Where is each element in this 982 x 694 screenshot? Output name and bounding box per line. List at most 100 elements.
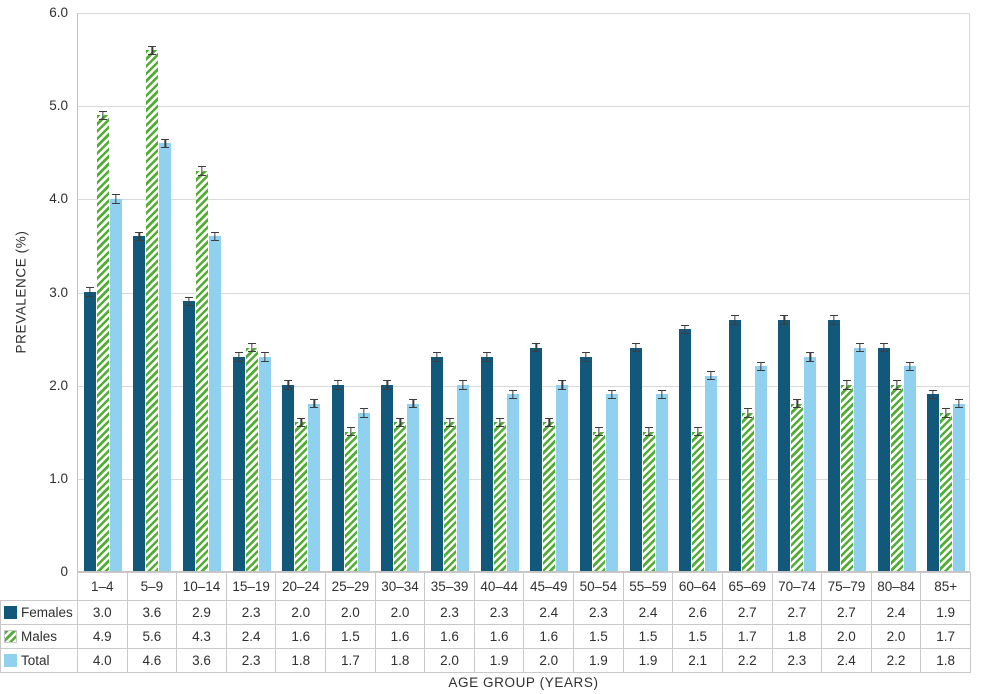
- error-bar: [842, 380, 851, 390]
- table-header-row: 1–4 5–9 10–14 15–19 20–24 25–29 30–34 35–39 40–4…: [0, 572, 971, 601]
- error-bar: [185, 296, 194, 306]
- males-bar: [493, 417, 506, 571]
- table-corner-cell: [0, 572, 78, 601]
- age-group-header: 40–44: [473, 572, 525, 601]
- error-bar: [558, 380, 567, 390]
- gridline: [78, 199, 969, 201]
- table-value-cell: 3.0: [77, 600, 128, 625]
- error-bar-line: [313, 399, 315, 408]
- table-value-cell: 1.8: [920, 648, 971, 673]
- table-value-cell: 2.4: [225, 624, 277, 649]
- table-value-cell: 1.6: [374, 624, 426, 649]
- males-bar: [840, 380, 853, 571]
- table-value-cell: 2.1: [672, 648, 723, 673]
- age-group-header: 65–69: [721, 572, 773, 601]
- error-bar: [942, 408, 951, 418]
- age-group-header: 75–79: [821, 572, 872, 601]
- error-bar-line: [287, 381, 289, 389]
- error-bar: [793, 398, 802, 409]
- females-bar: [133, 231, 146, 571]
- error-bar: [707, 371, 716, 381]
- males-bar: [96, 110, 109, 571]
- bar-group-85+: [921, 13, 971, 571]
- error-bar-line: [386, 381, 389, 389]
- error-bar-line: [151, 46, 154, 54]
- females-bar: [579, 352, 592, 571]
- series-row-females: Females 3.0 3.6 2.9 2.3 2.0 2.0 2.0 2.3 2.3 2.4 2.3…: [0, 600, 971, 625]
- error-bar-line: [945, 409, 947, 417]
- error-bar-line: [363, 409, 365, 417]
- data-table: 1–4 5–9 10–14 15–19 20–24 25–29 30–34 35–39 40–4…: [0, 572, 971, 673]
- table-value-cell: 2.4: [523, 600, 575, 625]
- total-bar: [655, 389, 668, 571]
- x-axis-title: AGE GROUP (YEARS): [448, 675, 599, 690]
- series-label-males: Males: [0, 624, 78, 649]
- error-bar: [730, 315, 739, 325]
- total-bar: [407, 398, 420, 571]
- error-bar: [594, 426, 603, 437]
- gridline: [78, 478, 969, 480]
- error-bar-line: [611, 390, 613, 398]
- table-value-cell: 1.6: [275, 624, 327, 649]
- error-bar: [545, 417, 554, 427]
- table-value-cell: 1.6: [424, 624, 475, 649]
- error-bar-line: [697, 427, 699, 436]
- error-bar-line: [958, 399, 960, 408]
- table-value-cell: 2.9: [176, 600, 227, 625]
- plot-area: [77, 13, 970, 572]
- table-value-cell: 2.0: [821, 624, 872, 649]
- table-value-cell: 1.5: [672, 624, 723, 649]
- error-bar: [508, 389, 517, 399]
- error-bar: [111, 194, 120, 204]
- males-bar: [295, 417, 308, 571]
- gridline: [78, 106, 969, 108]
- error-bar: [98, 110, 107, 120]
- males-bar: [791, 398, 804, 571]
- error-bar-line: [932, 390, 934, 398]
- table-value-cell: 2.7: [821, 600, 872, 625]
- males-bar: [344, 426, 357, 571]
- error-bar: [135, 231, 144, 241]
- males-bar: [543, 417, 556, 571]
- females-bar: [83, 287, 96, 571]
- bar-group-20–24: [276, 13, 326, 571]
- bar-group-50–54: [574, 13, 624, 571]
- table-value-cell: 2.7: [721, 600, 773, 625]
- total-bar: [258, 352, 271, 571]
- error-bar-line: [237, 353, 240, 361]
- error-bar-line: [734, 316, 736, 324]
- error-bar-line: [102, 111, 104, 119]
- table-value-cell: 2.4: [870, 600, 922, 625]
- table-value-cell: 2.3: [473, 600, 525, 625]
- error-bar-line: [809, 353, 811, 361]
- error-bar: [198, 166, 207, 176]
- table-value-cell: 2.3: [573, 600, 624, 625]
- error-bar: [383, 380, 392, 390]
- error-bar: [310, 398, 319, 409]
- age-group-header: 20–24: [275, 572, 327, 601]
- age-group-header: 5–9: [126, 572, 178, 601]
- error-bar: [333, 380, 342, 390]
- table-value-cell: 2.0: [275, 600, 327, 625]
- table-value-cell: 2.4: [622, 600, 674, 625]
- age-group-header: 85+: [920, 572, 971, 601]
- error-bar: [694, 426, 703, 437]
- table-value-cell: 1.7: [325, 648, 376, 673]
- error-bar-line: [634, 344, 637, 352]
- total-bar: [159, 138, 172, 571]
- error-bar: [607, 389, 616, 399]
- table-value-cell: 2.7: [771, 600, 823, 625]
- error-bar-line: [548, 418, 550, 426]
- females-bar: [728, 315, 741, 571]
- error-bar: [532, 343, 541, 353]
- bar-group-70–74: [773, 13, 823, 571]
- total-bar: [903, 361, 916, 571]
- error-bar: [446, 417, 455, 427]
- bar-group-40–44: [475, 13, 525, 571]
- bar-group-80–84: [872, 13, 922, 571]
- table-value-cell: 1.5: [573, 624, 624, 649]
- error-bar: [459, 380, 468, 390]
- total-bar: [754, 361, 767, 571]
- table-value-cell: 2.3: [424, 600, 475, 625]
- males-bar: [642, 426, 655, 571]
